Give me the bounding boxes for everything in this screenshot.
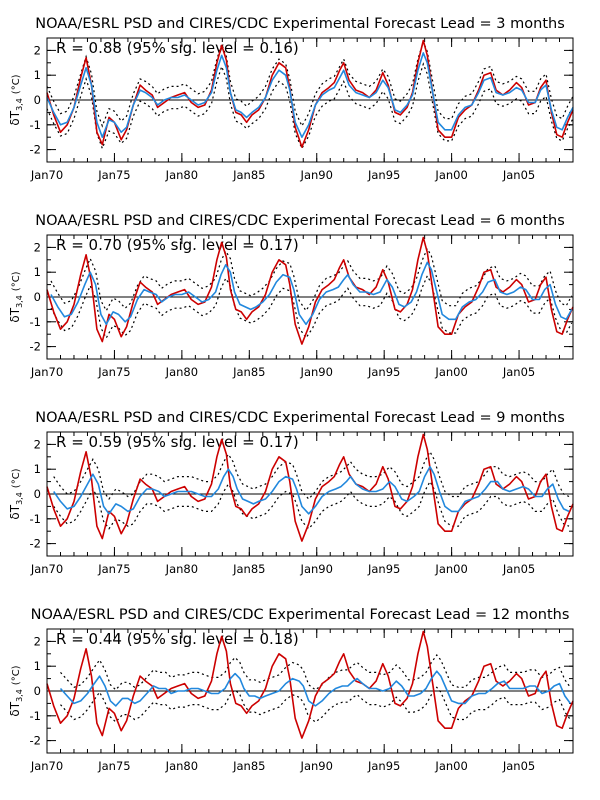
x-tick-label: Jan00: [434, 168, 467, 182]
y-tick-label: 2: [34, 634, 41, 648]
y-tick-label: -1: [30, 709, 41, 723]
y-axis-label: δT3,4(°C): [8, 468, 24, 519]
forecast-line: [46, 52, 574, 138]
x-tick-label: Jan95: [367, 168, 400, 182]
x-tick-label: Jan75: [97, 759, 130, 773]
y-tick-label: 1: [34, 462, 41, 476]
chart-panel-1: NOAA/ESRL PSD and CIRES/CDC Experimental…: [8, 16, 574, 182]
correlation-annotation: R = 0.88 (95% sig. level = 0.16): [56, 39, 299, 57]
x-tick-label: Jan00: [434, 562, 467, 576]
y-tick-label: -1: [30, 315, 41, 329]
y-tick-label: 1: [34, 68, 41, 82]
y-tick-label: -2: [30, 734, 41, 748]
y-tick-label: 0: [34, 93, 41, 107]
chart-title: NOAA/ESRL PSD and CIRES/CDC Experimental…: [35, 410, 565, 426]
forecast-lower-band: [60, 686, 571, 723]
y-tick-label: 1: [34, 659, 41, 673]
plot-frame: [46, 431, 574, 557]
x-tick-label: Jan85: [232, 562, 265, 576]
x-tick-label: Jan85: [232, 168, 265, 182]
x-tick-label: Jan75: [97, 562, 130, 576]
x-tick-label: Jan80: [165, 759, 198, 773]
x-tick-label: Jan90: [300, 365, 333, 379]
y-axis-label: δT3,4(°C): [8, 271, 24, 322]
x-tick-label: Jan95: [367, 365, 400, 379]
x-tick-label: Jan90: [300, 759, 333, 773]
x-tick-label: Jan90: [300, 562, 333, 576]
y-tick-label: 2: [34, 240, 41, 254]
forecast-line: [53, 465, 570, 515]
observed-line: [46, 630, 574, 739]
y-tick-label: 2: [34, 43, 41, 57]
observed-line: [46, 433, 574, 542]
y-axis-label: δT3,4(°C): [8, 665, 24, 716]
x-tick-label: Jan95: [367, 562, 400, 576]
x-tick-label: Jan80: [165, 365, 198, 379]
correlation-annotation: R = 0.70 (95% sig. level = 0.17): [56, 236, 299, 254]
forecast-lower-band: [46, 62, 574, 151]
x-tick-label: Jan90: [300, 168, 333, 182]
x-tick-label: Jan00: [434, 759, 467, 773]
x-tick-label: Jan75: [97, 365, 130, 379]
correlation-annotation: R = 0.59 (95% sig. level = 0.17): [56, 433, 299, 451]
x-tick-label: Jan95: [367, 759, 400, 773]
x-tick-label: Jan75: [97, 168, 130, 182]
forecast-lower-band: [53, 480, 570, 530]
observed-line: [46, 39, 574, 148]
x-tick-label: Jan70: [30, 759, 63, 773]
x-tick-label: Jan85: [232, 365, 265, 379]
chart-title: NOAA/ESRL PSD and CIRES/CDC Experimental…: [35, 213, 565, 229]
forecast-upper-band: [53, 450, 570, 501]
x-tick-label: Jan00: [434, 365, 467, 379]
plot-frame: [46, 628, 574, 754]
y-tick-label: -2: [30, 143, 41, 157]
forecast-line: [50, 261, 573, 326]
x-tick-label: Jan85: [232, 759, 265, 773]
y-axis-label: δT3,4(°C): [8, 74, 24, 125]
y-tick-label: -2: [30, 340, 41, 354]
correlation-annotation: R = 0.44 (95% sig. level = 0.18): [56, 630, 299, 648]
forecast-line: [59, 670, 571, 707]
x-tick-label: Jan80: [165, 562, 198, 576]
forecast-upper-band: [50, 247, 573, 312]
forecast-lower-band: [50, 274, 573, 340]
y-tick-label: 0: [34, 290, 41, 304]
x-tick-label: Jan05: [502, 365, 535, 379]
y-tick-label: 0: [34, 684, 41, 698]
x-tick-label: Jan05: [502, 562, 535, 576]
y-tick-label: -1: [30, 512, 41, 526]
chart-title: NOAA/ESRL PSD and CIRES/CDC Experimental…: [35, 16, 565, 32]
plot-frame: [46, 234, 574, 360]
chart-panel-3: NOAA/ESRL PSD and CIRES/CDC Experimental…: [8, 410, 574, 576]
chart-title: NOAA/ESRL PSD and CIRES/CDC Experimental…: [31, 607, 570, 623]
x-tick-label: Jan05: [502, 168, 535, 182]
y-tick-label: 1: [34, 265, 41, 279]
x-tick-label: Jan70: [30, 562, 63, 576]
x-tick-label: Jan70: [30, 365, 63, 379]
x-tick-label: Jan70: [30, 168, 63, 182]
x-tick-label: Jan05: [502, 759, 535, 773]
y-tick-label: -2: [30, 537, 41, 551]
y-tick-label: -1: [30, 118, 41, 132]
y-tick-label: 0: [34, 487, 41, 501]
x-tick-label: Jan80: [165, 168, 198, 182]
chart-panel-2: NOAA/ESRL PSD and CIRES/CDC Experimental…: [8, 213, 574, 379]
plot-frame: [46, 37, 574, 163]
chart-panel-4: NOAA/ESRL PSD and CIRES/CDC Experimental…: [8, 607, 574, 773]
y-tick-label: 2: [34, 437, 41, 451]
